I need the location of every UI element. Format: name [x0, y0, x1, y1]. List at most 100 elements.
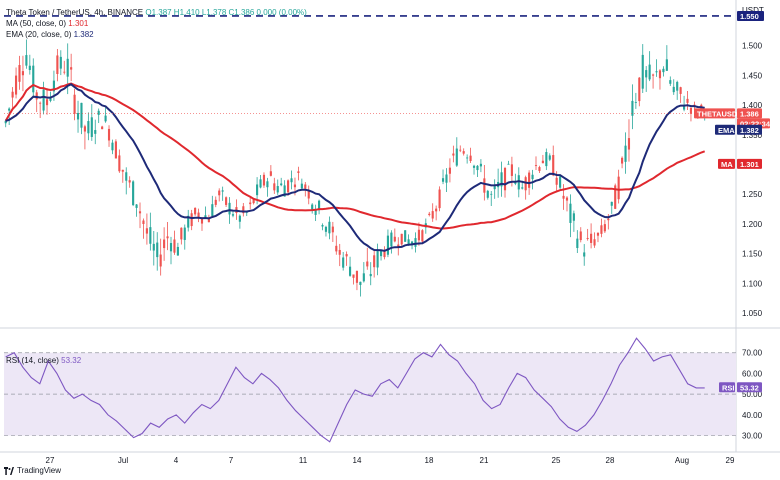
- candle: [142, 218, 145, 239]
- candle: [225, 196, 228, 207]
- candle: [386, 229, 390, 258]
- candle: [441, 169, 445, 185]
- candle: [287, 179, 290, 196]
- candle: [132, 180, 135, 207]
- candle: [11, 87, 14, 111]
- candle: [266, 177, 269, 197]
- time-tick-label: Jul: [118, 456, 128, 465]
- svg-text:02:22:34: 02:22:34: [740, 119, 771, 128]
- candle: [569, 194, 572, 238]
- rsi-tick-label: 70.00: [742, 349, 763, 358]
- candle: [21, 55, 25, 92]
- candle: [159, 238, 162, 276]
- candle: [531, 169, 534, 190]
- candle: [290, 170, 293, 190]
- candle: [428, 211, 431, 217]
- candle: [231, 211, 235, 218]
- candle: [180, 227, 183, 245]
- candle: [596, 232, 600, 243]
- candle: [311, 203, 314, 214]
- candle: [393, 228, 396, 243]
- price-tick-label: 1.250: [742, 190, 763, 199]
- candle: [645, 66, 648, 92]
- ma-name-tag: MA: [718, 158, 735, 169]
- candle: [59, 50, 62, 76]
- candle: [400, 233, 403, 246]
- legend-line-3: EMA (20, close, 0) 1.382: [6, 30, 94, 40]
- legend-ema-name: EMA (20, close, 0): [6, 30, 72, 39]
- time-tick-label: 11: [299, 456, 308, 465]
- svg-text:EMA: EMA: [718, 126, 735, 135]
- svg-text:THETAUSDT: THETAUSDT: [697, 109, 742, 118]
- candle: [211, 195, 214, 217]
- candle: [338, 243, 341, 267]
- candle: [324, 225, 328, 237]
- candle: [342, 251, 345, 271]
- time-tick-label: 18: [425, 456, 434, 465]
- candle: [152, 230, 155, 266]
- candle: [672, 79, 675, 95]
- svg-text:53.32: 53.32: [740, 383, 759, 392]
- candle: [445, 168, 448, 193]
- candle: [586, 228, 589, 241]
- candle: [45, 88, 49, 115]
- time-tick-label: 27: [46, 456, 55, 465]
- candle: [641, 44, 644, 94]
- rsi-panel: [4, 337, 736, 443]
- candle: [14, 67, 18, 99]
- candle: [200, 217, 204, 231]
- svg-text:MA: MA: [721, 160, 733, 169]
- candle: [138, 202, 142, 229]
- svg-text:1.301: 1.301: [740, 160, 759, 169]
- candle: [455, 137, 458, 167]
- legend-ema-value: 1.382: [73, 30, 94, 39]
- svg-text:1.550: 1.550: [740, 12, 759, 21]
- price-grid: [0, 0, 780, 453]
- candle: [297, 166, 300, 181]
- candle: [634, 92, 637, 109]
- candle: [97, 108, 100, 124]
- time-tick-label: 28: [606, 456, 615, 465]
- candle: [121, 169, 124, 183]
- candle: [479, 159, 482, 173]
- candle: [128, 176, 131, 188]
- price-tick-label: 1.350: [742, 131, 763, 140]
- candle: [318, 199, 321, 215]
- candle: [111, 139, 114, 155]
- candle: [25, 39, 28, 69]
- rsi-line: [5, 337, 705, 443]
- candle: [359, 281, 362, 297]
- candle: [262, 172, 266, 188]
- price-tick-label: 1.500: [742, 42, 763, 51]
- candle: [417, 222, 420, 246]
- candle: [476, 164, 479, 177]
- time-tick-label: 14: [353, 456, 362, 465]
- candle: [273, 177, 276, 194]
- candle: [87, 112, 90, 141]
- candle: [593, 232, 596, 248]
- candle: [459, 145, 462, 153]
- legend-ohlc: O1.387 H1.410 L1.378 C1.386 0.000 (0.00%…: [145, 8, 307, 17]
- candle: [638, 77, 641, 107]
- candle: [452, 145, 455, 163]
- legend-symbol-name: Theta Token / TetherUS, 4h, BINANCE: [6, 8, 144, 17]
- candle: [173, 230, 176, 255]
- price-tick-label: 1.450: [742, 71, 763, 80]
- svg-text:1.382: 1.382: [740, 126, 759, 135]
- candle: [421, 229, 424, 245]
- candle: [648, 51, 651, 82]
- candle: [383, 246, 386, 260]
- candle: [221, 186, 224, 201]
- candle: [614, 183, 617, 210]
- candles: [4, 39, 706, 297]
- candle: [562, 184, 565, 210]
- candle: [610, 201, 613, 214]
- candle: [600, 218, 603, 238]
- svg-text:RSI: RSI: [722, 383, 735, 392]
- candle: [486, 189, 489, 200]
- ema-line: [5, 83, 705, 252]
- candle: [149, 212, 152, 251]
- candle: [466, 154, 469, 164]
- candle: [321, 223, 324, 231]
